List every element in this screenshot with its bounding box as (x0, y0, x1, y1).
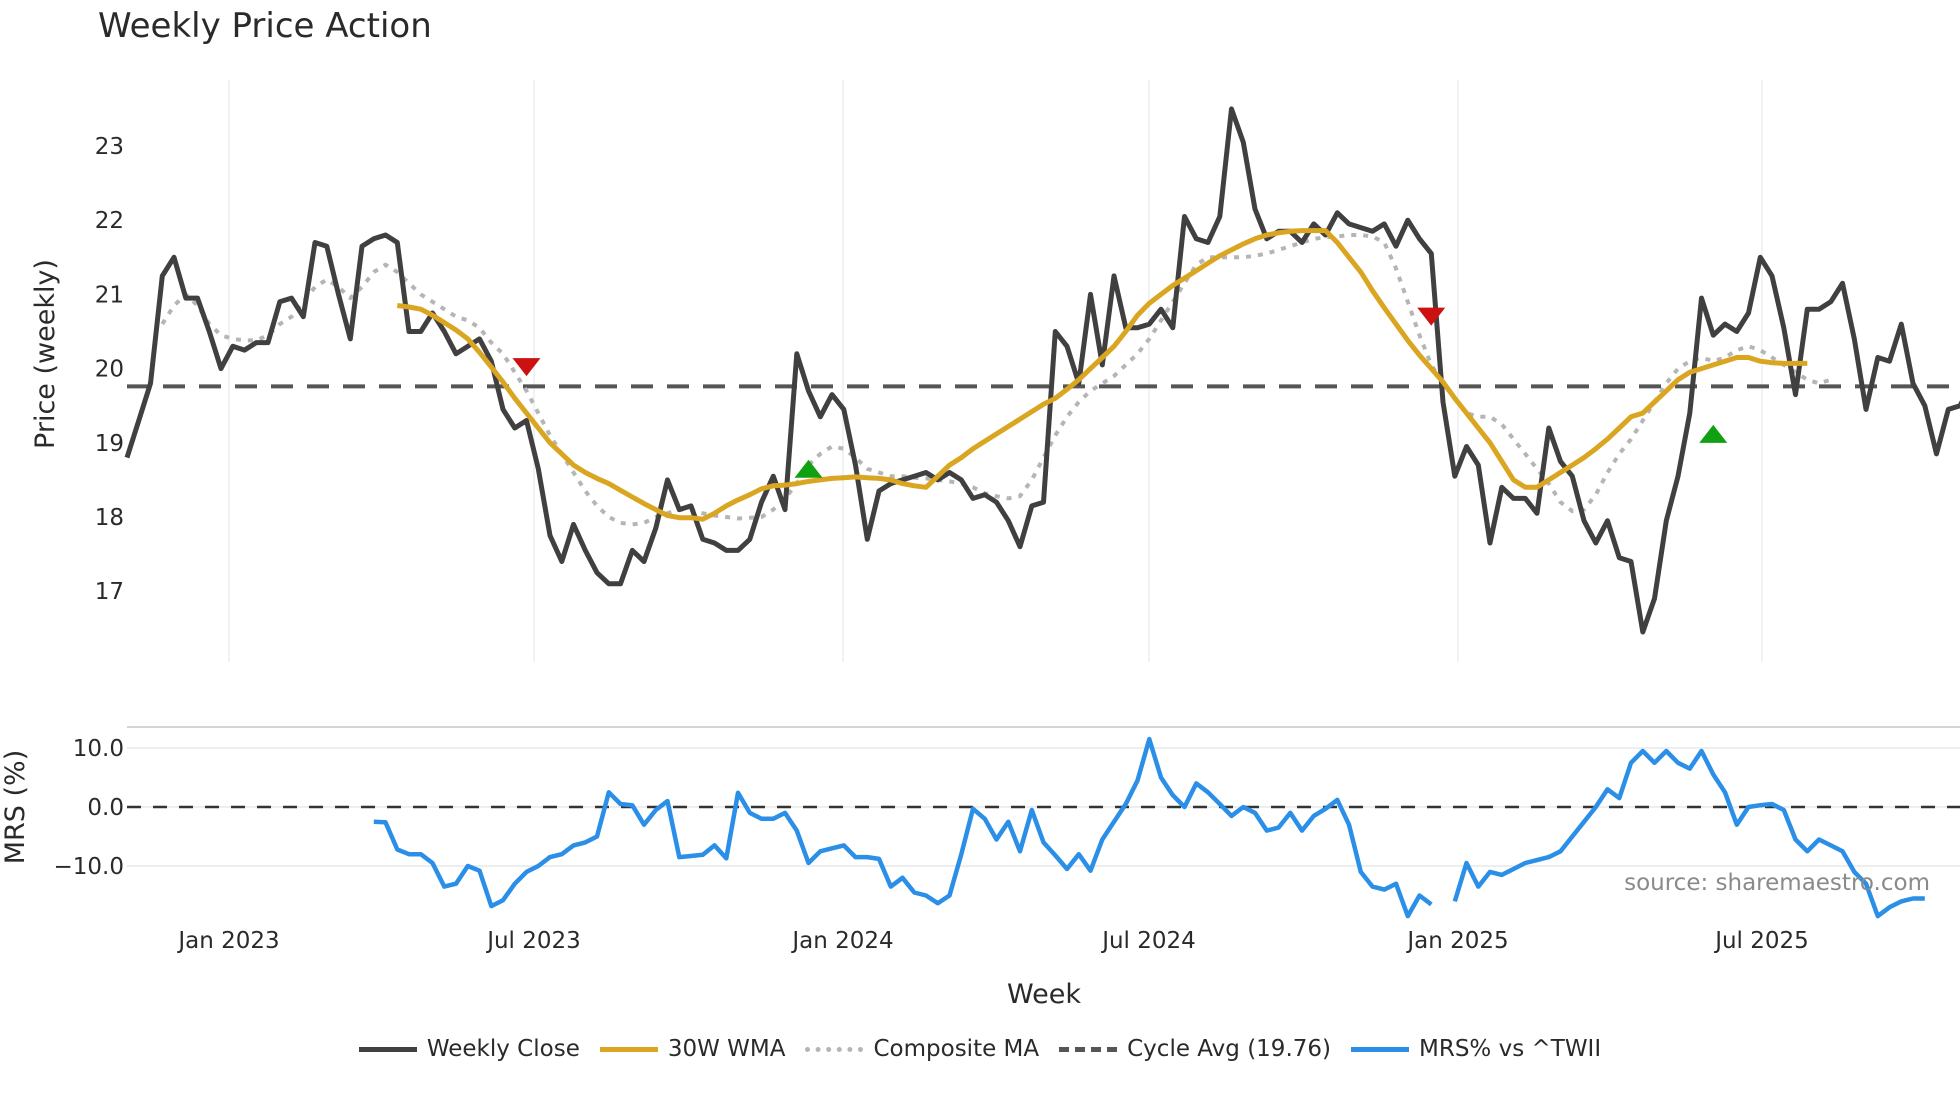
legend-label: Composite MA (873, 1036, 1040, 1062)
mrs-y-tick-label: 0.0 (87, 795, 124, 821)
30w-wma-line (396, 228, 1808, 522)
price-gridlines (228, 80, 1763, 662)
price-y-tick-label: 17 (95, 579, 124, 605)
mrs-y-tick-label: 10.0 (73, 736, 124, 762)
legend-swatch-icon (1059, 1046, 1118, 1052)
mrs-series-group (373, 736, 1925, 919)
legend-label: Weekly Close (426, 1036, 580, 1062)
legend-swatch-icon (1351, 1046, 1409, 1052)
legend-item[interactable]: Composite MA (805, 1036, 1039, 1062)
buy-signal-icon (794, 459, 823, 478)
x-tick-label: Jul 2023 (485, 928, 581, 954)
signal-markers (512, 307, 1728, 478)
x-tick-label: Jan 2025 (1405, 928, 1508, 954)
legend-item[interactable]: 30W WMA (599, 1036, 786, 1062)
mrs-gridlines (127, 747, 1960, 867)
x-tick-label: Jul 2024 (1100, 928, 1196, 954)
x-axis-ticks: Jan 2023 Jul 2023 Jan 2024 Jul 2024 Jan 2025… (176, 928, 1808, 954)
legend-item[interactable]: MRS% vs ^TWII (1351, 1036, 1601, 1062)
legend-label: Cycle Avg (19.76) (1127, 1036, 1331, 1062)
chart-title: Weekly Price Action (98, 6, 432, 46)
composite-ma-line (160, 233, 1832, 527)
price-series-group (124, 106, 1960, 635)
price-y-tick-label: 22 (95, 208, 124, 234)
x-tick-label: Jan 2024 (790, 928, 893, 954)
price-y-tick-label: 21 (95, 282, 124, 308)
price-y-tick-label: 19 (95, 431, 124, 457)
price-y-tick-label: 23 (95, 134, 124, 160)
x-tick-label: Jul 2025 (1713, 928, 1809, 954)
price-y-tick-label: 20 (95, 357, 124, 383)
legend-swatch-icon (358, 1046, 417, 1052)
legend-label: MRS% vs ^TWII (1419, 1036, 1602, 1062)
weekly-close-line (124, 106, 1960, 635)
x-tick-label: Jan 2023 (176, 928, 279, 954)
legend-swatch-icon (599, 1046, 658, 1052)
sell-signal-icon (512, 358, 541, 377)
price-y-axis-ticks: 17 18 19 20 21 22 23 (95, 134, 124, 605)
mrs-y-axis-title: MRS (%) (0, 750, 31, 865)
buy-signal-icon (1699, 424, 1728, 443)
price-y-tick-label: 18 (95, 505, 124, 531)
mrs-y-axis-ticks: 10.0 0.0 −10.0 (54, 736, 124, 880)
x-axis-title: Week (1007, 979, 1081, 1010)
sell-signal-icon (1417, 307, 1446, 326)
legend-item[interactable]: Weekly Close (358, 1036, 580, 1062)
mrs-y-tick-label: −10.0 (54, 854, 124, 880)
legend: Weekly Close 30W WMA Composite MA Cycle Avg… (0, 1036, 1960, 1062)
legend-swatch-icon (805, 1046, 864, 1052)
legend-label: 30W WMA (667, 1036, 786, 1062)
legend-item[interactable]: Cycle Avg (19.76) (1059, 1036, 1331, 1062)
price-y-axis-title: Price (weekly) (30, 259, 61, 449)
mrs-line (373, 736, 1925, 919)
source-attribution: source: sharemaestro.com (1624, 870, 1930, 896)
